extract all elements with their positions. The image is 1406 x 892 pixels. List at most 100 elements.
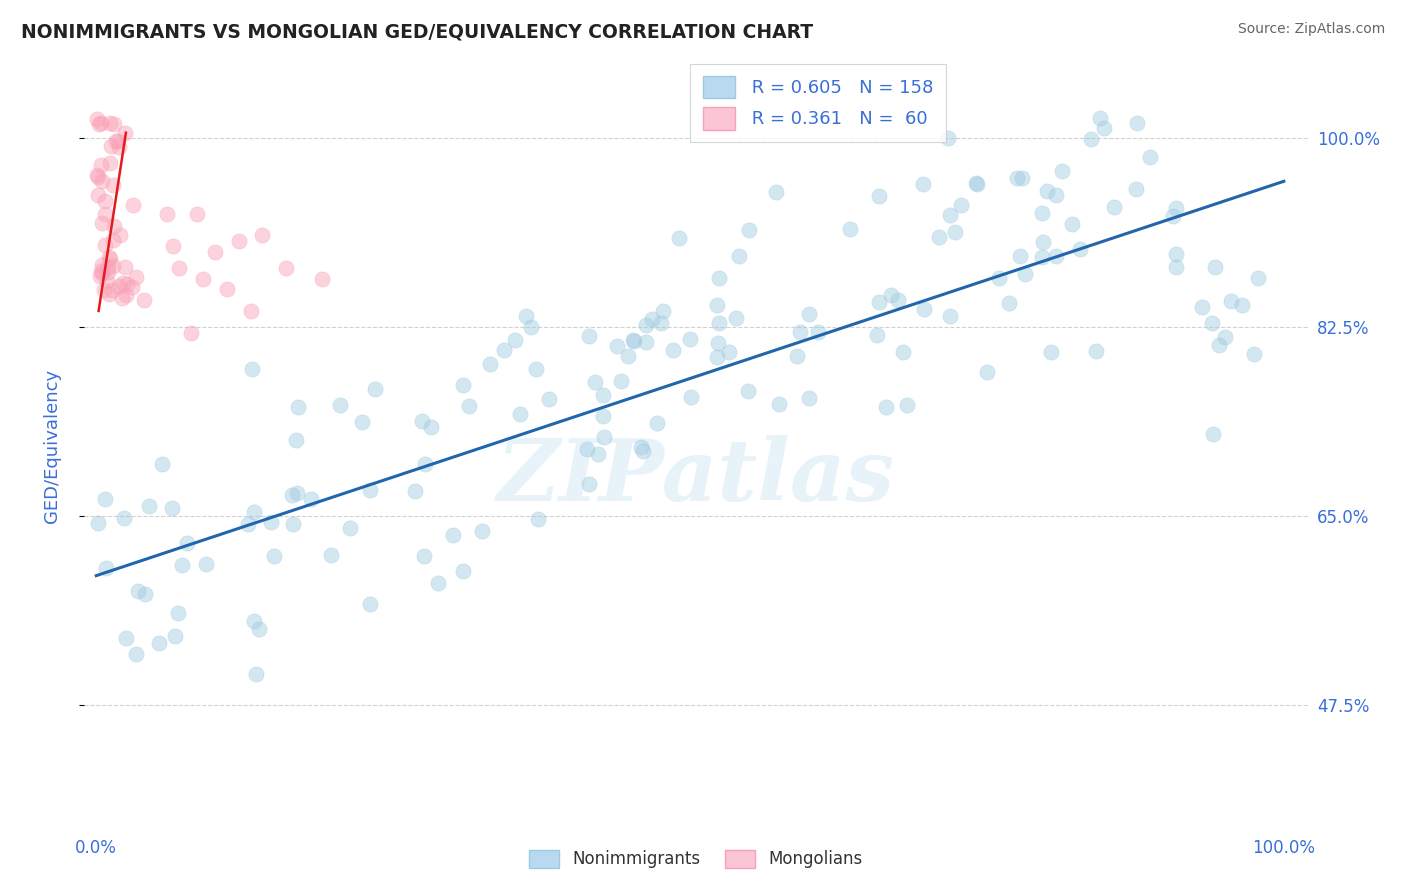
Point [287, 400, 309, 414]
Point [593, 430, 616, 444]
Text: Source: ZipAtlas.com: Source: ZipAtlas.com [1237, 22, 1385, 37]
Point [1088, 111, 1111, 125]
Point [243, 614, 266, 628]
Point [404, 483, 426, 498]
Point [515, 309, 537, 323]
Point [966, 177, 988, 191]
Point [413, 549, 436, 563]
Point [891, 345, 914, 359]
Point [609, 374, 631, 388]
Point [887, 293, 910, 307]
Point [1011, 171, 1033, 186]
Point [633, 444, 655, 458]
Point [1031, 250, 1053, 264]
Point [911, 177, 934, 191]
Point [93, 491, 115, 506]
Point [875, 400, 897, 414]
Point [1232, 298, 1254, 312]
Point [121, 279, 143, 293]
Point [186, 207, 208, 221]
Point [636, 335, 658, 350]
Point [807, 325, 830, 339]
Point [98, 156, 121, 170]
Point [1202, 427, 1225, 442]
Point [94, 560, 117, 574]
Point [1102, 201, 1125, 215]
Point [768, 397, 790, 411]
Point [285, 486, 308, 500]
Point [127, 584, 149, 599]
Point [1010, 249, 1032, 263]
Point [247, 623, 270, 637]
Point [162, 239, 184, 253]
Point [478, 357, 501, 371]
Point [630, 440, 652, 454]
Point [114, 260, 136, 274]
Point [107, 278, 129, 293]
Point [527, 511, 550, 525]
Point [668, 231, 690, 245]
Point [1045, 249, 1067, 263]
Point [87, 516, 110, 530]
Point [797, 308, 820, 322]
Point [281, 488, 304, 502]
Point [90, 258, 112, 272]
Point [641, 312, 664, 326]
Point [880, 287, 903, 301]
Point [509, 407, 531, 421]
Point [789, 326, 811, 340]
Point [111, 276, 134, 290]
Point [352, 415, 374, 429]
Point [724, 310, 747, 325]
Point [1060, 217, 1083, 231]
Point [707, 336, 730, 351]
Point [451, 378, 474, 392]
Point [94, 237, 117, 252]
Point [578, 328, 600, 343]
Point [359, 483, 381, 497]
Point [737, 384, 759, 398]
Point [93, 283, 115, 297]
Point [194, 557, 217, 571]
Point [1204, 260, 1226, 274]
Point [652, 303, 675, 318]
Point [1164, 260, 1187, 274]
Point [132, 293, 155, 307]
Point [583, 375, 606, 389]
Point [238, 517, 260, 532]
Point [100, 139, 122, 153]
Point [111, 291, 134, 305]
Point [281, 517, 304, 532]
Point [592, 409, 614, 423]
Point [108, 228, 131, 243]
Point [1069, 242, 1091, 256]
Point [427, 575, 450, 590]
Point [228, 234, 250, 248]
Point [90, 116, 112, 130]
Point [103, 233, 125, 247]
Point [988, 271, 1011, 285]
Point [90, 158, 112, 172]
Point [868, 294, 890, 309]
Point [912, 301, 935, 316]
Point [191, 271, 214, 285]
Point [949, 198, 972, 212]
Point [1125, 182, 1147, 196]
Point [364, 382, 387, 396]
Point [1092, 120, 1115, 135]
Point [339, 521, 361, 535]
Point [105, 134, 128, 148]
Point [90, 264, 112, 278]
Point [939, 310, 962, 324]
Point [276, 260, 298, 275]
Point [86, 112, 108, 127]
Point [125, 269, 148, 284]
Point [617, 349, 640, 363]
Point [1247, 270, 1270, 285]
Point [1139, 150, 1161, 164]
Point [1243, 347, 1265, 361]
Point [706, 350, 728, 364]
Point [945, 225, 967, 239]
Point [1080, 132, 1102, 146]
Point [299, 491, 322, 506]
